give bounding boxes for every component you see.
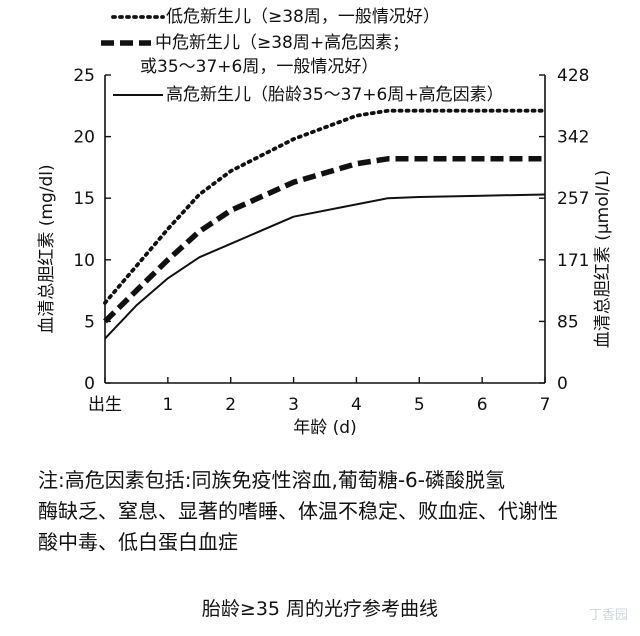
y-tick-label-left: 15: [73, 189, 95, 209]
y-tick-label-left: 10: [73, 251, 95, 271]
footnote-line-3: 酸中毒、低白蛋白血症: [38, 530, 238, 554]
x-tick-label: 1: [162, 395, 173, 415]
y-tick-label-right: 171: [557, 251, 589, 271]
y-tick-label-left: 5: [84, 312, 95, 332]
y-tick-label-left: 20: [73, 128, 95, 148]
high-risk-curve: [104, 193, 546, 340]
y-tick-label-right: 0: [557, 374, 568, 394]
low-risk-curve: [103, 108, 547, 305]
y-axis-title-left: 血清总胆红素 (mg/dl): [37, 164, 57, 333]
medium-risk-curve: [103, 156, 545, 324]
x-tick-label: 4: [351, 395, 362, 415]
watermark: 丁香园: [588, 608, 628, 623]
x-tick-label: 7: [540, 395, 551, 415]
y-axis-title-right: 血清总胆红素 (μmol/L): [593, 170, 613, 348]
y-tick-label-right: 342: [557, 128, 589, 148]
x-tick-label: 6: [477, 395, 488, 415]
x-tick-label: 出生: [88, 395, 122, 415]
y-tick-label-right: 257: [557, 189, 589, 209]
footnote-line-1: 注:高危因素包括:同族免疫性溶血,葡萄糖-6-磷酸脱氢: [38, 468, 505, 492]
series-group: [103, 108, 547, 340]
x-axis-title: 年龄 (d): [293, 418, 356, 438]
legend: 低危新生儿（≥38周，一般情况好） 中危新生儿（≥38周+高危因素； 或35～37+…: [101, 7, 504, 105]
footnote: 注:高危因素包括:同族免疫性溶血,葡萄糖-6-磷酸脱氢 酶缺乏、窒息、显著的嗜睡…: [38, 465, 618, 558]
x-tick-label: 3: [288, 395, 299, 415]
legend-item-medium-risk-label: 或35～37+6周，一般情况好）: [140, 57, 378, 77]
x-tick-label: 5: [414, 395, 425, 415]
y-tick-label-right: 85: [557, 312, 579, 332]
y-tick-label-left: 0: [84, 374, 95, 394]
legend-item-high-risk-label: 高危新生儿（胎龄35～37+6周+高危因素）: [166, 85, 504, 105]
y-tick-label-left: 25: [73, 66, 95, 86]
x-tick-label: 2: [225, 395, 236, 415]
legend-item-low-risk-label: 低危新生儿（≥38周，一般情况好）: [166, 7, 440, 27]
legend-item-medium-risk-label: 中危新生儿（≥38周+高危因素；: [155, 33, 409, 53]
y-tick-label-right: 428: [557, 66, 589, 86]
figure-caption: 胎龄≥35 周的光疗参考曲线: [201, 598, 439, 620]
footnote-line-2: 酶缺乏、窒息、显著的嗜睡、体温不稳定、败血症、代谢性: [38, 499, 558, 523]
